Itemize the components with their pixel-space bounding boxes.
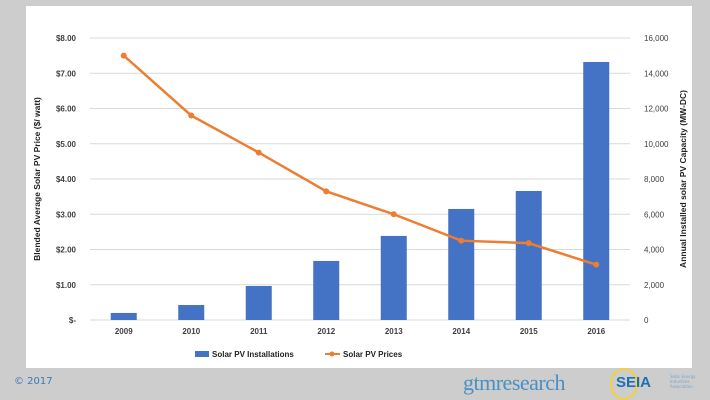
right-axis-title: Annual Installed solar PV Capacity (MW-D… bbox=[678, 90, 688, 268]
seia-logo-subtitle: Solar Energy Industries Association bbox=[670, 374, 696, 389]
x-tick-label: 2012 bbox=[317, 327, 335, 336]
price-point-2011 bbox=[255, 149, 262, 156]
left-tick-label: $3.00 bbox=[56, 210, 77, 219]
bar-2015 bbox=[515, 190, 542, 320]
x-tick-label: 2013 bbox=[385, 327, 403, 336]
copyright-text: © 2017 bbox=[14, 376, 53, 387]
price-point-2015 bbox=[525, 240, 532, 247]
x-tick-label: 2011 bbox=[250, 327, 268, 336]
left-tick-label: $6.00 bbox=[56, 105, 77, 114]
price-point-2014 bbox=[458, 237, 465, 244]
left-tick-label: $5.00 bbox=[56, 140, 77, 149]
bar-2012 bbox=[313, 260, 340, 320]
bar-2009 bbox=[110, 312, 137, 320]
price-point-2010 bbox=[188, 112, 195, 119]
legend-swatch-installations bbox=[195, 351, 209, 357]
right-tick-label: 4,000 bbox=[644, 246, 665, 255]
left-tick-label: $2.00 bbox=[56, 246, 77, 255]
bar-2014 bbox=[448, 208, 475, 320]
price-point-2009 bbox=[120, 52, 127, 59]
right-tick-label: 6,000 bbox=[644, 210, 665, 219]
bar-2010 bbox=[178, 305, 205, 320]
left-axis-title: Blended Average Solar PV Price ($/ watt) bbox=[32, 97, 42, 261]
left-tick-label: $4.00 bbox=[56, 175, 77, 184]
seia-logo: SEIA bbox=[616, 374, 652, 391]
price-line bbox=[122, 54, 597, 266]
x-tick-label: 2015 bbox=[520, 327, 538, 336]
right-tick-label: 2,000 bbox=[644, 281, 665, 290]
x-tick-label: 2014 bbox=[452, 327, 470, 336]
x-tick-label: 2010 bbox=[182, 327, 200, 336]
left-tick-label: $1.00 bbox=[56, 281, 77, 290]
price-point-2012 bbox=[323, 188, 330, 195]
bar-2013 bbox=[380, 235, 407, 320]
right-tick-label: 14,000 bbox=[644, 69, 669, 78]
right-tick-label: 10,000 bbox=[644, 140, 669, 149]
left-tick-label: $8.00 bbox=[56, 34, 77, 43]
legend-swatch-prices-marker bbox=[329, 351, 335, 357]
price-point-2013 bbox=[390, 211, 397, 218]
left-tick-label: $7.00 bbox=[56, 69, 77, 78]
right-tick-label: 0 bbox=[644, 316, 649, 325]
x-tick-label: 2009 bbox=[115, 327, 133, 336]
legend-label-installations: Solar PV Installations bbox=[212, 350, 294, 359]
seia-logo-ring bbox=[610, 368, 638, 400]
x-tick-label: 2016 bbox=[587, 327, 605, 336]
left-tick-label: $- bbox=[69, 316, 76, 325]
legend-label-prices: Solar PV Prices bbox=[343, 350, 403, 359]
gtm-research-logo: gtmresearch bbox=[463, 370, 566, 395]
bar-2016 bbox=[583, 61, 610, 320]
right-tick-label: 8,000 bbox=[644, 175, 665, 184]
price-point-2016 bbox=[593, 261, 600, 268]
right-tick-label: 16,000 bbox=[644, 34, 669, 43]
bar-2011 bbox=[245, 285, 272, 320]
right-tick-label: 12,000 bbox=[644, 105, 669, 114]
